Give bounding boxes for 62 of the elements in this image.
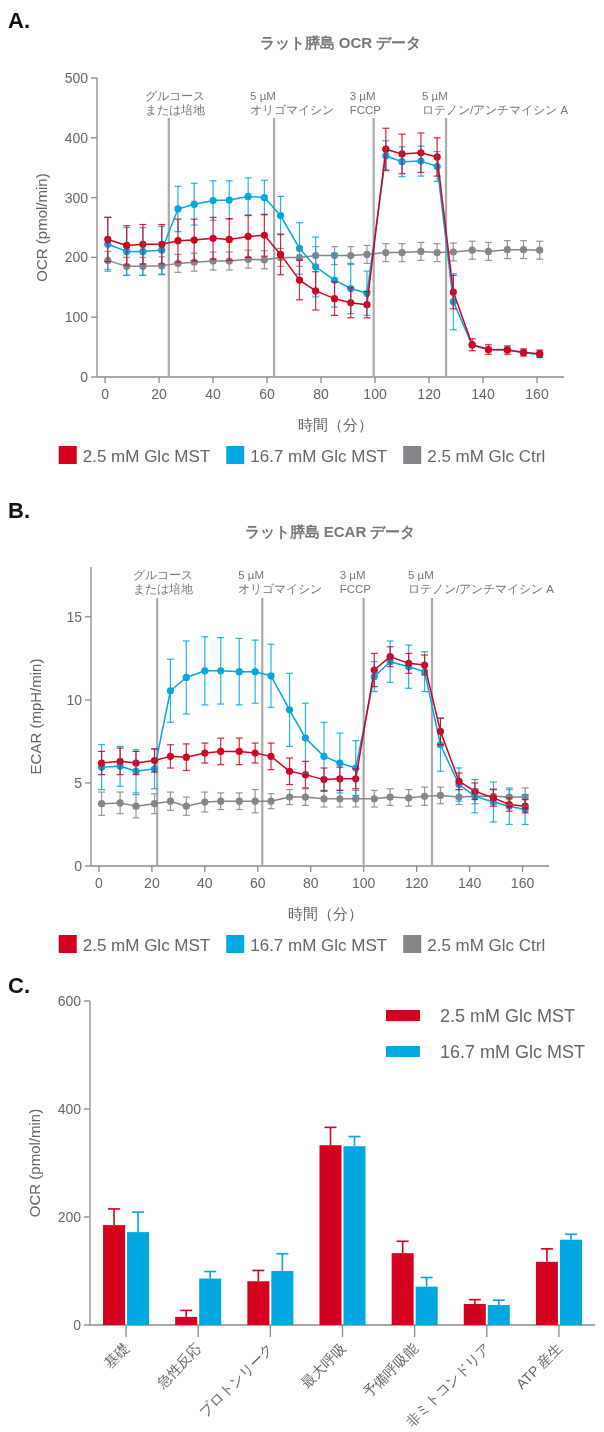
y-tick-label: 100 <box>64 309 89 326</box>
y-tick-label: 0 <box>74 858 83 874</box>
legend-label: 2.5 mM Glc MST <box>82 447 211 466</box>
legend-label: 16.7 mM Glc MST <box>250 936 388 955</box>
legend-label: 2.5 mM Glc MST <box>82 936 211 955</box>
y-tick-label: 400 <box>64 129 89 146</box>
y-tick-label: 200 <box>57 1209 82 1225</box>
x-tick-label: 140 <box>457 875 482 891</box>
x-tick-label: 40 <box>197 875 213 891</box>
y-axis-title: OCR (pmol/min) <box>26 1108 43 1218</box>
x-tick-label: 0 <box>101 386 110 402</box>
legend-label: 2.5 mM Glc Ctrl <box>427 447 546 466</box>
y-tick-label: 5 <box>74 774 83 791</box>
y-tick-label: 600 <box>57 993 82 1009</box>
x-tick-label: 100 <box>363 386 387 402</box>
x-tick-label: 160 <box>510 875 535 891</box>
x-tick-label: 120 <box>404 875 429 891</box>
ref-line-label: グルコースまたは培地 <box>144 90 205 116</box>
x-tick-label: 20 <box>144 875 160 891</box>
x-axis-title: 時間（分） <box>287 905 363 922</box>
x-tick-label: 予備呼吸能 <box>359 1339 421 1401</box>
x-tick-label: 0 <box>95 875 104 891</box>
x-tick-label: 基礎 <box>101 1339 133 1371</box>
x-tick-label: 40 <box>205 386 222 402</box>
x-tick-label: 160 <box>525 386 549 402</box>
chart-title: ラット膵島 OCR データ <box>259 34 422 51</box>
legend-label: 2.5 mM Glc MST <box>439 1006 575 1026</box>
legend-label: 16.7 mM Glc MST <box>439 1042 585 1062</box>
y-tick-label: 0 <box>73 1317 82 1333</box>
ref-line-label: 5 µM ロテノン/アンチマイシン A <box>407 569 555 595</box>
legend-label: 2.5 mM Glc Ctrl <box>427 936 546 955</box>
x-tick-label: 120 <box>417 386 441 402</box>
x-tick-label: 80 <box>313 386 330 402</box>
x-tick-label: 60 <box>250 875 266 891</box>
legend-label: 16.7 mM Glc MST <box>250 447 388 466</box>
ref-line-label: 5 µM オリゴマイシン <box>238 569 323 595</box>
y-tick-label: 200 <box>64 249 89 266</box>
chart-title: ラット膵島 ECAR データ <box>244 523 416 540</box>
x-tick-label: 20 <box>151 386 168 402</box>
text: A. <box>8 8 30 33</box>
y-axis-title: ECAR (mpH/min) <box>27 658 44 775</box>
y-tick-label: 0 <box>80 369 89 385</box>
x-tick-label: 80 <box>302 875 319 891</box>
ref-line-label: 3 µM FCCP <box>349 90 382 116</box>
y-tick-label: 300 <box>64 189 89 206</box>
ref-line-label: 5 µM オリゴマイシン <box>250 90 335 116</box>
ref-line-label: グルコースまたは培地 <box>133 569 194 595</box>
text: B. <box>8 498 30 523</box>
x-axis-title: 時間（分） <box>298 416 373 433</box>
x-tick-label: 140 <box>471 386 495 402</box>
x-tick-label: 60 <box>259 386 276 402</box>
x-tick-label: 急性反応 <box>152 1339 205 1392</box>
y-tick-label: 500 <box>64 70 89 86</box>
ref-line-label: 5 µM ロテノン/アンチマイシン A <box>422 90 569 116</box>
y-tick-label: 15 <box>66 608 83 625</box>
x-tick-label: 最大呼吸 <box>297 1339 349 1391</box>
y-axis-title: OCR (pmol/min) <box>33 173 50 282</box>
ref-line-label: 3 µM FCCP <box>339 569 372 595</box>
y-tick-label: 10 <box>66 691 83 708</box>
x-tick-label: 100 <box>352 875 376 891</box>
y-tick-label: 400 <box>57 1101 82 1117</box>
text: C. <box>8 973 30 998</box>
